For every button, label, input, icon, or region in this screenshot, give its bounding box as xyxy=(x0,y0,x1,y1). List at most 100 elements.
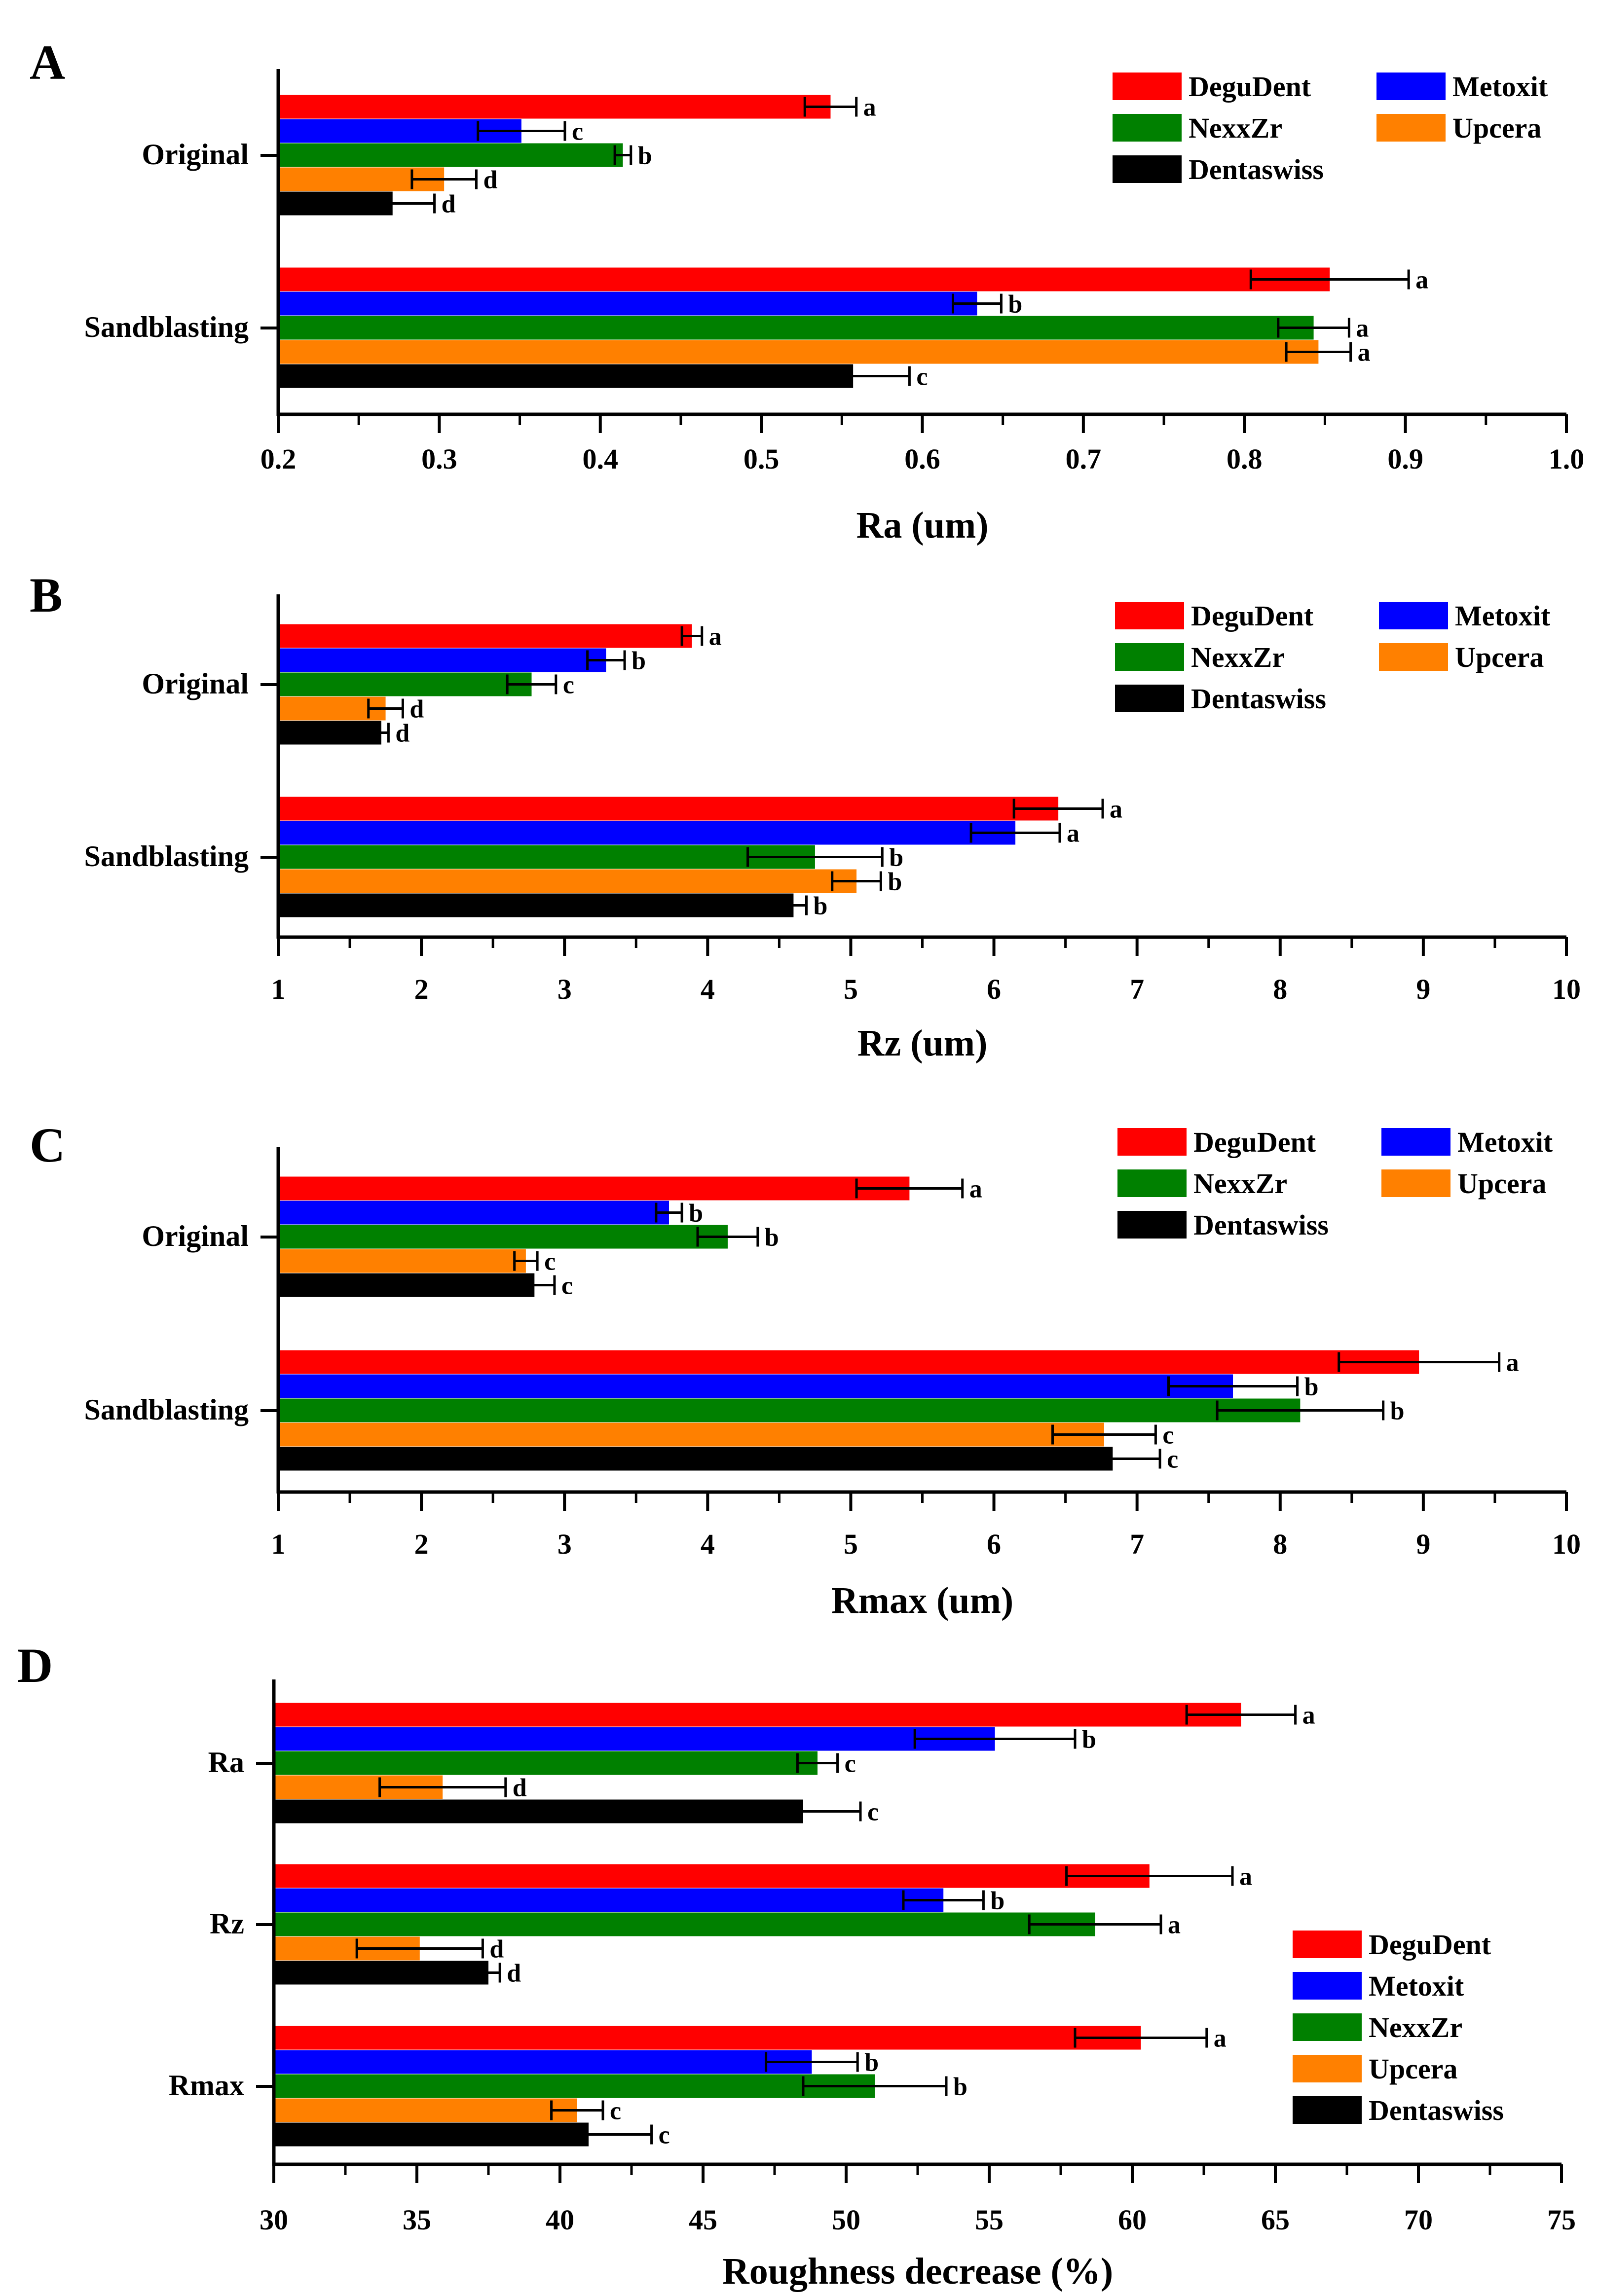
x-tick-label: 7 xyxy=(1130,1528,1144,1560)
bar xyxy=(278,1201,669,1225)
category-label: Original xyxy=(142,138,249,171)
significance-letter: c xyxy=(845,1750,856,1778)
bar xyxy=(278,869,857,893)
significance-letter: b xyxy=(632,647,646,675)
legend-label: Metoxit xyxy=(1369,1970,1464,2002)
category-label: Sandblasting xyxy=(84,311,249,343)
legend-label: Dentaswiss xyxy=(1193,1209,1329,1241)
significance-letter: c xyxy=(1167,1446,1178,1474)
x-tick-label: 35 xyxy=(403,2204,431,2236)
bar xyxy=(274,1727,995,1751)
x-tick-label: 5 xyxy=(844,1528,858,1560)
bar xyxy=(278,1374,1233,1398)
x-tick-label: 9 xyxy=(1416,973,1430,1005)
bar xyxy=(274,1751,818,1775)
significance-letter: c xyxy=(561,1272,573,1300)
legend-swatch xyxy=(1117,1211,1187,1239)
bar xyxy=(274,1912,1095,1936)
bar xyxy=(278,364,854,388)
significance-letter: a xyxy=(1214,2025,1227,2053)
legend-label: NexxZr xyxy=(1189,112,1282,144)
bar xyxy=(274,1703,1241,1727)
bar xyxy=(274,1961,488,1985)
panel-label: D xyxy=(17,1638,53,1693)
significance-letter: a xyxy=(863,94,876,122)
significance-letter: c xyxy=(610,2097,621,2125)
legend-label: DeguDent xyxy=(1189,71,1311,103)
legend-swatch xyxy=(1113,114,1182,142)
legend-swatch xyxy=(1113,73,1182,100)
x-axis-title: Rz (um) xyxy=(857,1022,988,1064)
significance-letter: b xyxy=(638,142,652,170)
legend-label: DeguDent xyxy=(1193,1126,1316,1158)
x-tick-label: 65 xyxy=(1261,2204,1290,2236)
significance-letter: a xyxy=(1415,266,1428,294)
significance-letter: a xyxy=(709,623,722,651)
significance-letter: c xyxy=(1162,1421,1174,1450)
x-tick-label: 0.7 xyxy=(1066,443,1102,475)
legend-swatch xyxy=(1117,1128,1187,1156)
significance-letter: b xyxy=(888,868,902,896)
x-tick-label: 0.3 xyxy=(421,443,457,475)
significance-letter: d xyxy=(395,720,409,748)
legend-label: NexxZr xyxy=(1369,2011,1462,2043)
legend-swatch xyxy=(1115,602,1184,629)
legend-swatch xyxy=(1115,685,1184,712)
bar xyxy=(274,1799,803,1823)
legend-label: NexxZr xyxy=(1191,641,1285,673)
bar xyxy=(274,2098,577,2122)
category-label: Rz xyxy=(210,1907,244,1940)
significance-letter: b xyxy=(765,1224,779,1252)
legend-swatch xyxy=(1293,1972,1362,2000)
x-tick-label: 10 xyxy=(1552,1528,1581,1560)
significance-letter: b xyxy=(990,1887,1004,1915)
significance-letter: b xyxy=(814,892,828,920)
bar xyxy=(278,893,794,917)
x-tick-label: 0.8 xyxy=(1227,443,1263,475)
bar xyxy=(278,1398,1301,1422)
legend-swatch xyxy=(1293,2013,1362,2041)
bar xyxy=(278,95,831,119)
category-label: Rmax xyxy=(169,2069,244,2102)
bar xyxy=(278,1249,526,1273)
x-tick-label: 55 xyxy=(975,2204,1004,2236)
legend: DeguDent Metoxit NexxZr Upcera Dentaswiss xyxy=(1115,600,1551,715)
x-tick-label: 4 xyxy=(701,973,715,1005)
category-label: Sandblasting xyxy=(84,1393,249,1426)
bar xyxy=(278,845,815,869)
bar xyxy=(274,1864,1150,1888)
significance-letter: b xyxy=(1304,1373,1319,1401)
significance-letter: a xyxy=(1110,796,1122,824)
x-tick-label: 0.4 xyxy=(583,443,619,475)
significance-letter: d xyxy=(489,1935,504,1964)
x-axis-title: Rmax (um) xyxy=(831,1580,1013,1621)
significance-letter: a xyxy=(1302,1702,1315,1730)
bar xyxy=(278,648,606,672)
significance-letter: c xyxy=(563,671,574,699)
bar xyxy=(278,672,532,696)
legend-label: Metoxit xyxy=(1452,71,1548,103)
x-tick-label: 60 xyxy=(1118,2204,1147,2236)
significance-letter: a xyxy=(1239,1863,1252,1891)
x-tick-label: 10 xyxy=(1552,973,1581,1005)
legend-swatch xyxy=(1376,73,1446,100)
x-tick-label: 5 xyxy=(844,973,858,1005)
legend-swatch xyxy=(1381,1169,1450,1197)
x-tick-label: 50 xyxy=(832,2204,860,2236)
significance-letter: b xyxy=(1008,291,1022,319)
x-tick-label: 9 xyxy=(1416,1528,1430,1560)
significance-letter: a xyxy=(1168,1911,1181,1939)
legend-swatch xyxy=(1379,643,1448,671)
legend-swatch xyxy=(1293,2096,1362,2124)
x-tick-label: 70 xyxy=(1404,2204,1433,2236)
panel-label: C xyxy=(30,1118,65,1172)
significance-letter: d xyxy=(442,190,456,219)
bar xyxy=(278,797,1059,821)
legend-label: Upcera xyxy=(1369,2053,1457,2085)
legend: DeguDent Metoxit NexxZr Upcera Dentaswiss xyxy=(1113,71,1548,185)
x-axis-title: Ra (um) xyxy=(856,505,988,546)
bar xyxy=(274,2050,812,2074)
